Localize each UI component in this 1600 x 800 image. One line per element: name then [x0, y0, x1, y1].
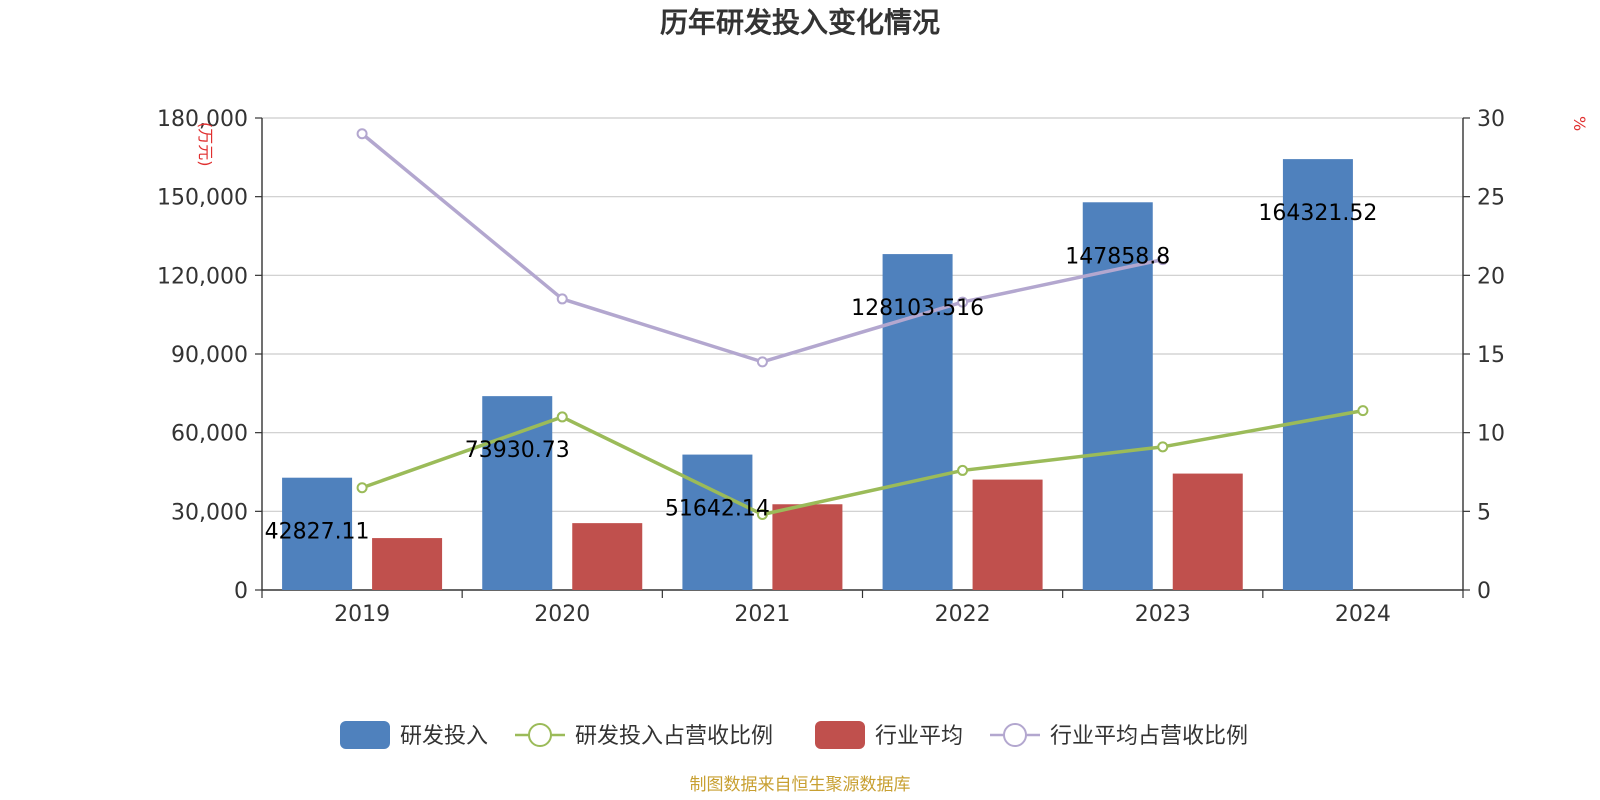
rd-ratio-point [756, 508, 768, 520]
x-axis-tick-label: 2023 [1135, 602, 1191, 627]
left-axis-tick-label: 0 [234, 579, 248, 604]
axes: 0 30,000 60,000 90,000 120,000 150,000 180,000… [157, 107, 1505, 627]
x-axis-tick-label: 2020 [534, 602, 590, 627]
right-axis-unit: % [1570, 116, 1589, 131]
legend: 研发投入 研发投入占营收比例 行业平均 行业平均占营收比例 [340, 721, 1248, 749]
left-axis-tick-label: 120,000 [157, 264, 248, 289]
right-axis-tick-label: 5 [1477, 500, 1491, 525]
chart-title: 历年研发投入变化情况 [660, 6, 940, 39]
rd-investment-bar [1282, 159, 1353, 590]
industry-ratio-point [1157, 254, 1169, 266]
industry-average-bar [372, 538, 443, 590]
right-axis-tick-label: 15 [1477, 343, 1505, 368]
industry-average-bar [972, 479, 1043, 590]
legend-rd-ratio-label: 研发投入占营收比例 [575, 724, 773, 749]
legend-industry-average-swatch [815, 721, 865, 749]
left-axis-tick-label: 60,000 [171, 422, 248, 447]
left-axis-unit: (万元) [196, 122, 215, 167]
rd-investment-data-label: 73930.73 [465, 438, 570, 463]
right-axis-tick-label: 20 [1477, 264, 1505, 289]
lines [356, 128, 1369, 520]
rd-investment-data-label: 147858.8 [1065, 244, 1170, 269]
rd-ratio-point [556, 411, 568, 423]
legend-industry-ratio-label: 行业平均占营收比例 [1050, 724, 1248, 749]
rd-investment-bar [682, 454, 753, 590]
x-axis-tick-label: 2024 [1335, 602, 1391, 627]
rd-ratio-line [361, 408, 1364, 517]
rd-investment-bar [1082, 202, 1153, 590]
right-axis-tick-label: 30 [1477, 107, 1505, 132]
legend-rd-ratio-swatch-marker [528, 723, 552, 747]
source-note: 制图数据来自恒生聚源数据库 [690, 775, 911, 795]
rd-ratio-point [1357, 405, 1369, 417]
industry-ratio-point [756, 356, 768, 368]
industry-average-bar [772, 504, 843, 590]
bars [282, 159, 1353, 590]
left-axis-tick-label: 180,000 [157, 107, 248, 132]
industry-ratio-line [360, 132, 1164, 364]
rd-investment-data-label: 42827.11 [265, 520, 370, 545]
right-axis-tick-label: 25 [1477, 186, 1505, 211]
industry-average-bar [572, 523, 643, 590]
rd-investment-data-label: 164321.52 [1258, 201, 1377, 226]
data-labels: 42827.11 73930.73 51642.14 128103.516 147858… [265, 201, 1378, 545]
industry-ratio-point [957, 296, 969, 308]
rd-investment-data-label: 128103.516 [851, 296, 984, 321]
left-axis-tick-label: 150,000 [157, 186, 248, 211]
x-axis-tick-label: 2021 [734, 602, 790, 627]
rd-ratio-point [1157, 441, 1169, 453]
legend-rd-investment-swatch [340, 721, 390, 749]
legend-rd-investment-label: 研发投入 [400, 724, 488, 749]
right-axis-tick-label: 0 [1477, 579, 1491, 604]
legend-industry-ratio-swatch-marker [1003, 723, 1027, 747]
grid-lines [262, 117, 1463, 512]
rd-ratio-point [356, 482, 368, 494]
left-axis-tick-label: 90,000 [171, 343, 248, 368]
rd-investment-bar [482, 396, 553, 590]
industry-ratio-point [556, 293, 568, 305]
industry-ratio-point [356, 128, 368, 140]
x-axis-tick-label: 2019 [334, 602, 390, 627]
x-axis-tick-label: 2022 [935, 602, 991, 627]
rd-investment-bar [282, 477, 353, 590]
right-axis-tick-label: 10 [1477, 422, 1505, 447]
legend-industry-average-label: 行业平均 [875, 724, 963, 749]
rd-investment-data-label: 51642.14 [665, 497, 770, 522]
left-axis-tick-label: 30,000 [171, 500, 248, 525]
industry-average-bar [1172, 473, 1243, 590]
rd-ratio-point [957, 464, 969, 476]
